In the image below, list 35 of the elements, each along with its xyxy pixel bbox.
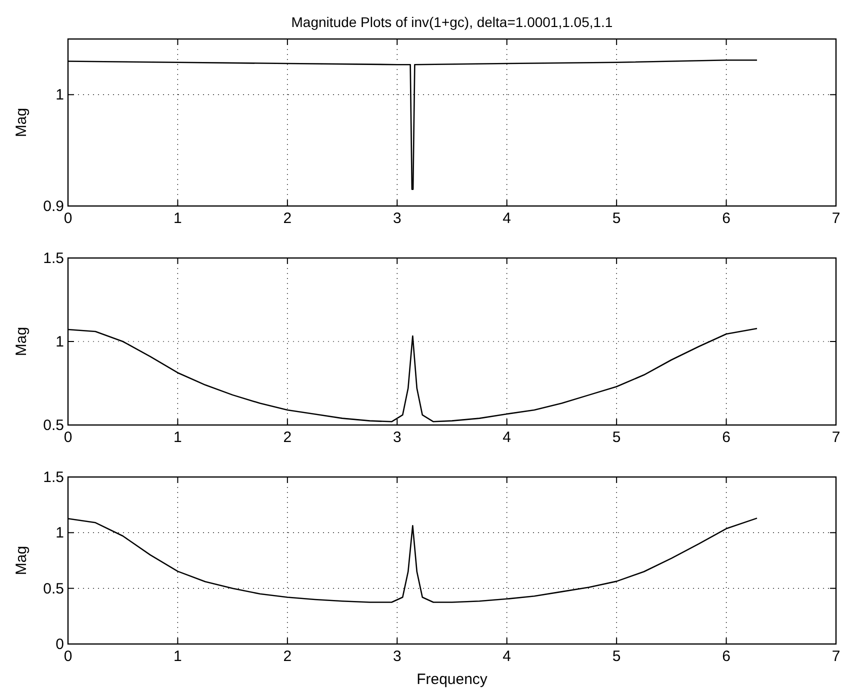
y-tick-label: 0.5 bbox=[43, 417, 64, 434]
y-tick-label: 0.5 bbox=[43, 580, 64, 598]
y-tick-label: 1 bbox=[56, 334, 64, 350]
y-axis-title: Mag bbox=[13, 546, 30, 576]
x-tick-label: 7 bbox=[832, 429, 840, 446]
x-tick-label: 4 bbox=[502, 429, 512, 446]
x-tick-label: 2 bbox=[283, 210, 292, 227]
y-tick-label: 1 bbox=[56, 86, 64, 104]
x-tick-label: 4 bbox=[502, 648, 512, 665]
x-tick-label: 3 bbox=[392, 429, 402, 446]
x-tick-label: 2 bbox=[283, 429, 292, 446]
x-tick-label: 7 bbox=[832, 210, 840, 227]
y-tick-label: 0.9 bbox=[43, 198, 64, 215]
x-tick-label: 6 bbox=[722, 648, 730, 665]
x-tick-label: 6 bbox=[722, 429, 730, 446]
x-tick-label: 6 bbox=[722, 210, 730, 227]
x-axis-title: Frequency bbox=[416, 671, 488, 688]
y-tick-label: 1.5 bbox=[43, 250, 64, 267]
x-tick-label: 7 bbox=[832, 648, 840, 665]
x-tick-label: 3 bbox=[392, 210, 402, 227]
y-tick-label: 1 bbox=[56, 524, 64, 542]
x-tick-label: 5 bbox=[612, 429, 621, 446]
x-tick-label: 4 bbox=[502, 210, 512, 227]
x-tick-label: 1 bbox=[174, 210, 182, 227]
x-tick-label: 5 bbox=[612, 648, 621, 665]
x-tick-label: 1 bbox=[174, 429, 182, 446]
y-tick-label: 1.5 bbox=[43, 469, 64, 486]
y-axis-title: Mag bbox=[13, 108, 30, 138]
x-tick-label: 2 bbox=[283, 648, 292, 665]
y-axis-title: Mag bbox=[13, 326, 30, 356]
x-tick-label: 3 bbox=[392, 648, 402, 665]
x-tick-label: 5 bbox=[612, 210, 621, 227]
x-tick-label: 1 bbox=[174, 648, 182, 665]
y-tick-label: 0 bbox=[56, 636, 64, 653]
chart-title: Magnitude Plots of inv(1+gc), delta=1.0001,1.05,1.1 bbox=[291, 14, 613, 30]
